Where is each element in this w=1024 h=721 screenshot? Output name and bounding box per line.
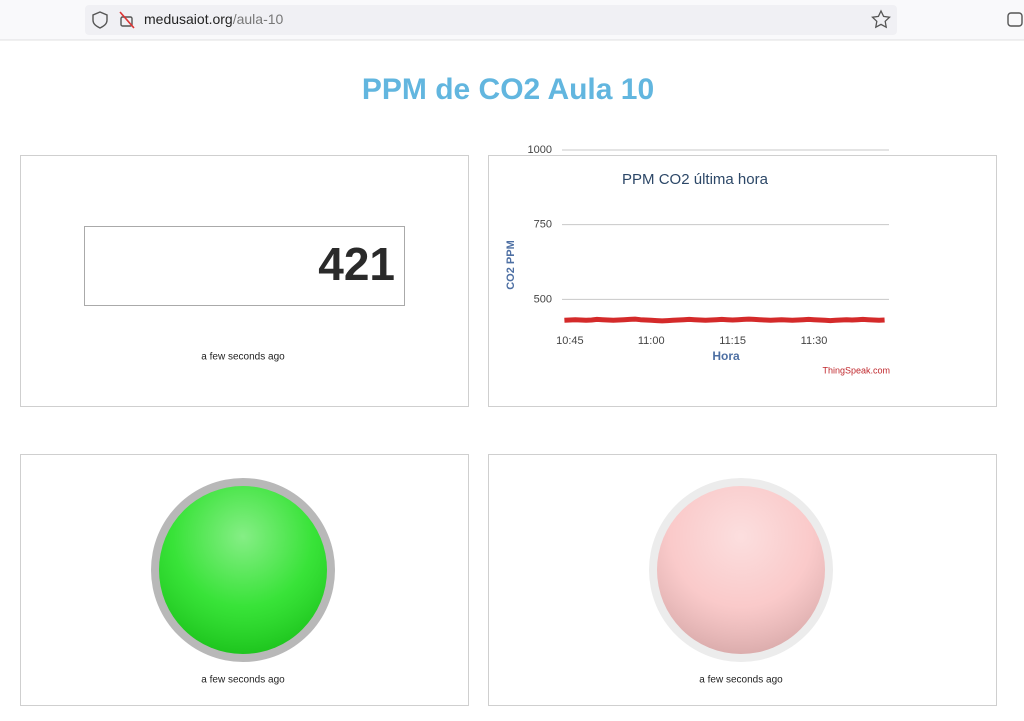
y-tick-label: 500 — [534, 293, 552, 305]
data-line — [564, 316, 885, 324]
lamp-shine — [159, 486, 327, 654]
bookmark-star[interactable] — [871, 9, 891, 29]
chart: 500 750 1000 10:45 11:00 11:15 11:30 — [528, 144, 889, 347]
x-axis-label: Hora — [712, 349, 740, 363]
chart-panel — [488, 155, 997, 407]
lock-strike — [119, 11, 135, 29]
timestamp: a few seconds ago — [201, 352, 285, 363]
url-bar[interactable] — [85, 5, 897, 35]
pocket-icon[interactable] — [1007, 12, 1023, 27]
lamps: a few seconds ago a few seconds ago — [151, 478, 833, 686]
display-value: 421 — [318, 238, 395, 290]
url-text[interactable]: medusaiot.org/aula-10 — [144, 11, 284, 27]
x-tick-label: 11:00 — [638, 335, 665, 347]
timestamp: a few seconds ago — [699, 675, 783, 686]
x-tick-label: 10:45 — [556, 335, 584, 347]
lock-icon[interactable] — [120, 16, 133, 27]
timestamp: a few seconds ago — [201, 675, 285, 686]
x-tick-label: 11:30 — [801, 335, 828, 347]
url-path: /aula-10 — [233, 11, 284, 27]
url-host: medusaiot.org — [144, 11, 233, 27]
page-title: PPM de CO2 Aula 10 — [362, 73, 654, 106]
display-box — [84, 226, 405, 306]
y-axis-label: CO2 PPM — [505, 240, 517, 290]
chart-title: PPM CO2 última hora — [622, 171, 769, 188]
y-tick-label: 1000 — [528, 144, 552, 156]
chart-credit[interactable]: ThingSpeak.com — [822, 365, 890, 375]
lamp-shine — [657, 486, 825, 654]
y-tick-label: 750 — [534, 219, 552, 231]
x-tick-label: 11:15 — [719, 335, 746, 347]
shield-icon[interactable] — [92, 11, 108, 29]
